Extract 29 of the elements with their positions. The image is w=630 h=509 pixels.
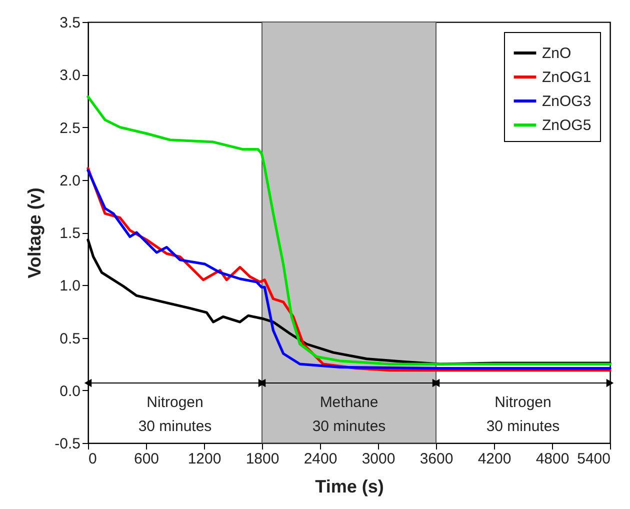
x-tick-label: 600	[134, 450, 160, 468]
legend-label: ZnOG3	[542, 93, 592, 110]
y-tick-label: 1.5	[60, 225, 80, 242]
legend-label: ZnO	[542, 45, 572, 62]
y-tick-label: -0.5	[54, 436, 80, 452]
line-series	[86, 95, 612, 366]
x-tick-label: 2400	[304, 450, 338, 468]
y-tick-label: 3.5	[60, 14, 80, 32]
x-tick-label: 3000	[362, 450, 396, 468]
y-axis-title: Voltage (v)	[24, 188, 45, 278]
y-tick-label: 3.0	[60, 67, 80, 84]
legend-label: ZnOG1	[542, 69, 592, 86]
y-tick-label: 2.5	[60, 120, 80, 137]
annotation: Nitrogen 30 minutes	[138, 394, 212, 435]
y-tick-label: 0.5	[60, 330, 80, 348]
annotation: Nitrogen 30 minutes	[486, 394, 560, 435]
y-tick-label: 0.0	[60, 382, 80, 400]
legend-label: ZnOG5	[542, 117, 592, 134]
x-tick-label: 3600	[420, 450, 454, 468]
annotation: Methane 30 minutes	[312, 394, 386, 435]
y-tick-label: 2.0	[60, 172, 80, 190]
x-tick-label: 4800	[536, 450, 570, 468]
x-tick-label: 1800	[246, 450, 280, 468]
x-tick-label: 4200	[478, 450, 512, 468]
x-tick-label: 1200	[188, 450, 222, 468]
x-tick-label: 0	[88, 450, 97, 468]
x-axis-title: Time (s)	[315, 476, 384, 496]
y-tick-label: 1.0	[60, 278, 80, 295]
x-tick-label: 5400	[577, 450, 610, 468]
